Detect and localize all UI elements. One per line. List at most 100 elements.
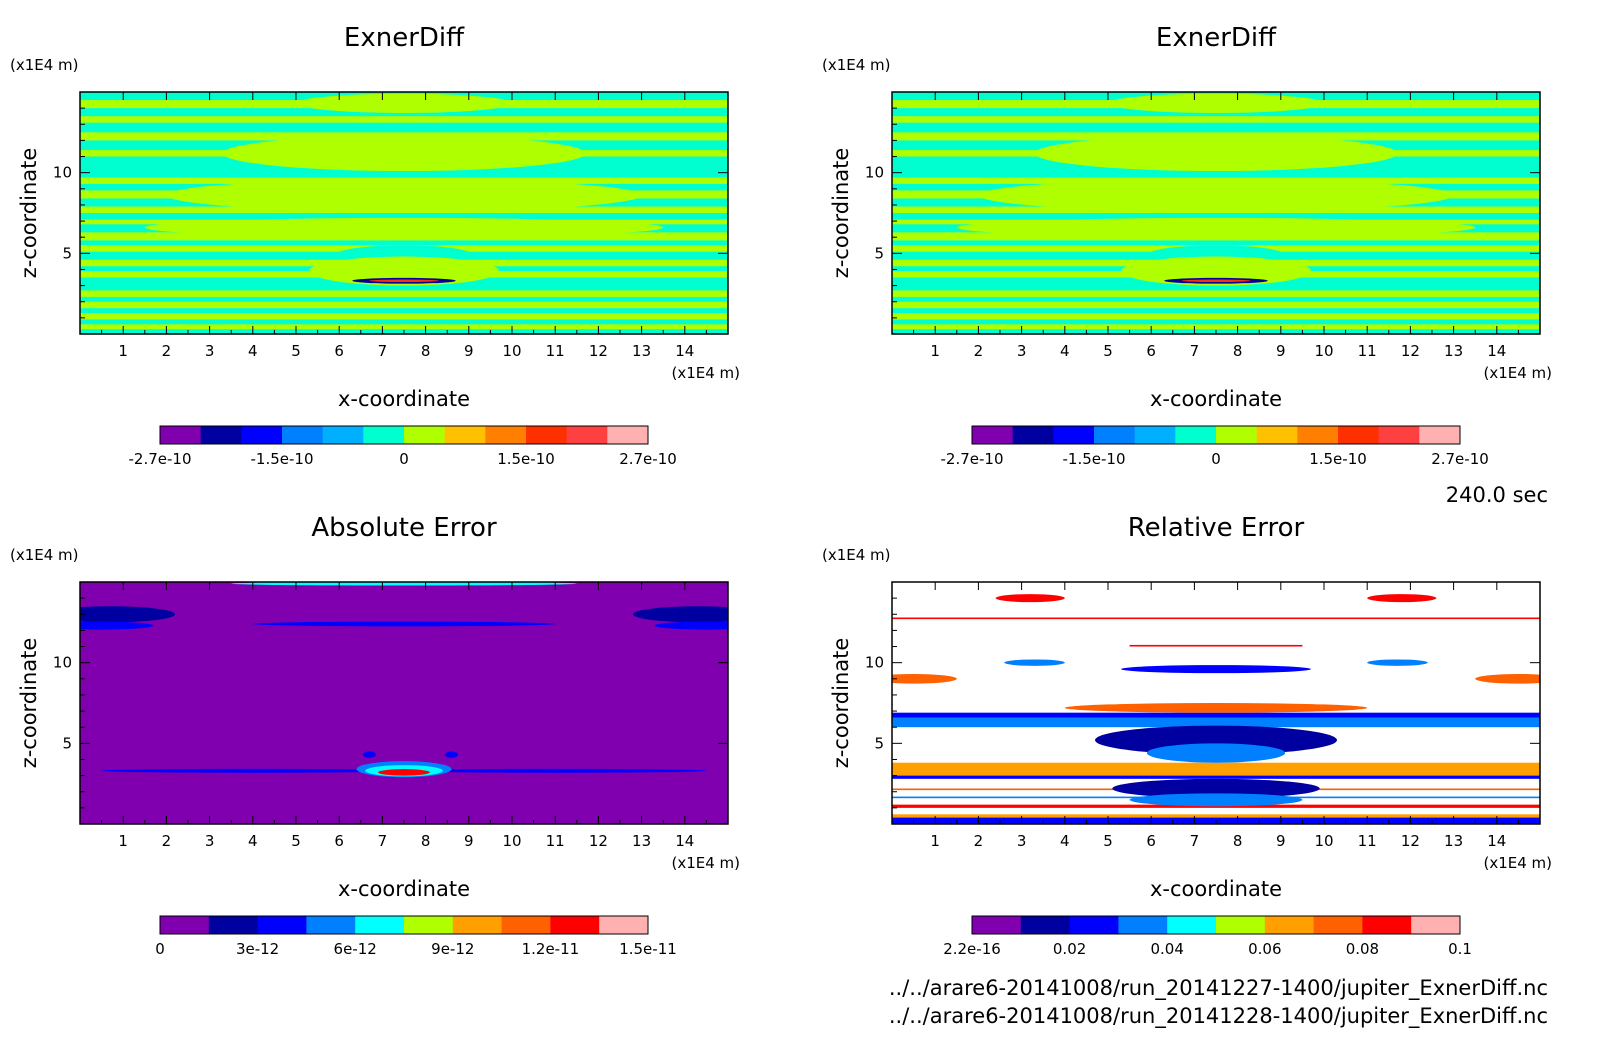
x-tick-label: 9: [464, 832, 474, 850]
colorbar-cell: [972, 916, 1022, 934]
colorbar-cell: [1362, 916, 1412, 934]
colorbar-label: 0: [399, 450, 409, 468]
colorbar-cell: [1216, 426, 1258, 444]
panel-title: Absolute Error: [311, 513, 497, 543]
x-tick-label: 10: [502, 342, 521, 360]
field-contour: [1004, 659, 1065, 666]
y-tick-label: 10: [865, 654, 884, 672]
x-tick-label: 6: [1146, 342, 1156, 360]
colorbar-cell: [306, 916, 356, 934]
y-tick-label: 5: [874, 734, 884, 752]
colorbar-label: 1.5e-10: [1309, 450, 1367, 468]
x-unit-label: (x1E4 m): [1483, 364, 1552, 382]
x-tick-label: 13: [632, 832, 651, 850]
x-tick-label: 8: [1233, 342, 1243, 360]
field-contour: [1367, 594, 1437, 603]
x-tick-label: 3: [1017, 832, 1027, 850]
footer-file-2: ../../arare6-20141008/run_20141228-1400/…: [889, 1004, 1548, 1029]
x-tick-label: 14: [1487, 832, 1506, 850]
panel-title: Relative Error: [1128, 513, 1305, 543]
x-tick-label: 8: [421, 832, 431, 850]
x-tick-label: 3: [205, 342, 215, 360]
field-contour: [1367, 659, 1428, 666]
colorbar-cell: [1378, 426, 1420, 444]
x-tick-label: 5: [1103, 832, 1113, 850]
colorbar-cell: [607, 426, 649, 444]
y-axis-label: z-coordinate: [17, 148, 41, 279]
y-unit-label: (x1E4 m): [10, 546, 79, 564]
colorbar-cell: [1313, 916, 1363, 934]
panel-title: ExnerDiff: [344, 23, 465, 53]
colorbar-label: 2.7e-10: [1431, 450, 1489, 468]
x-tick-label: 5: [291, 342, 301, 360]
field-contour: [1146, 743, 1286, 763]
colorbar-label: -1.5e-10: [1063, 450, 1126, 468]
field-band: [80, 301, 728, 309]
colorbar-cell: [1419, 426, 1461, 444]
colorbar-label: 1.5e-10: [497, 450, 555, 468]
colorbar-cell: [1069, 916, 1119, 934]
field-contour: [1095, 725, 1337, 755]
colorbar-cell: [526, 426, 568, 444]
x-tick-label: 2: [974, 342, 984, 360]
colorbar-label: 0.02: [1053, 940, 1086, 958]
y-axis-label: z-coordinate: [829, 638, 853, 769]
x-tick-label: 9: [1276, 832, 1286, 850]
field-contour: [1108, 93, 1324, 113]
y-tick-label: 10: [53, 654, 72, 672]
field-contour: [632, 606, 728, 623]
field-contour: [101, 768, 404, 773]
field-contour: [252, 621, 556, 627]
colorbar-cell: [452, 916, 503, 934]
field-contour: [369, 279, 439, 283]
field-contour: [1120, 256, 1312, 286]
colorbar-cell: [200, 426, 242, 444]
colorbar-cell: [1264, 916, 1315, 934]
colorbar-cell: [322, 426, 364, 444]
y-tick-label: 5: [62, 734, 72, 752]
x-tick-label: 3: [205, 832, 215, 850]
field-contour: [1129, 793, 1303, 807]
x-tick-label: 10: [1314, 832, 1333, 850]
x-tick-label: 6: [334, 342, 344, 360]
field-contour: [1112, 778, 1320, 799]
x-tick-label: 9: [464, 342, 474, 360]
field-contour: [308, 256, 500, 286]
colorbar-cell: [1175, 426, 1217, 444]
x-tick-label: 4: [248, 342, 258, 360]
field-band: [892, 804, 1540, 808]
x-axis-label: x-coordinate: [338, 877, 470, 901]
field-band: [892, 717, 1540, 728]
field-contour: [1034, 135, 1398, 172]
x-tick-label: 10: [1314, 342, 1333, 360]
colorbar-cell: [1020, 916, 1071, 934]
field-contour: [144, 217, 664, 238]
y-tick-label: 5: [874, 244, 884, 262]
field-contour: [1181, 279, 1251, 283]
field-contour: [231, 582, 577, 586]
field-contour: [80, 606, 176, 623]
field-contour: [1064, 703, 1368, 713]
time-label: 240.0 sec: [1446, 483, 1548, 507]
field-band: [1129, 644, 1303, 647]
x-tick-label: 5: [1103, 342, 1113, 360]
panel-3: Absolute Error(x1E4 m)1 2 3 4 5 6 7 8 9 10 11 12 13 1…: [10, 513, 740, 958]
x-tick-label: 4: [248, 832, 258, 850]
colorbar-cell: [501, 916, 551, 934]
colorbar-label: 6e-12: [334, 940, 377, 958]
colorbar-label: -2.7e-10: [129, 450, 192, 468]
x-tick-label: 9: [1276, 342, 1286, 360]
colorbar-cell: [1297, 426, 1339, 444]
colorbar-cell: [363, 426, 405, 444]
colorbar-frame: [971, 425, 1461, 445]
x-tick-label: 6: [334, 832, 344, 850]
colorbar-cell: [1134, 426, 1176, 444]
field-area: [80, 582, 728, 824]
x-tick-label: 4: [1060, 342, 1070, 360]
x-tick-label: 6: [1146, 832, 1156, 850]
colorbar-cell: [972, 426, 1014, 444]
colorbar-label: 0.06: [1248, 940, 1281, 958]
x-tick-label: 14: [675, 832, 694, 850]
y-unit-label: (x1E4 m): [822, 546, 891, 564]
x-unit-label: (x1E4 m): [1483, 854, 1552, 872]
